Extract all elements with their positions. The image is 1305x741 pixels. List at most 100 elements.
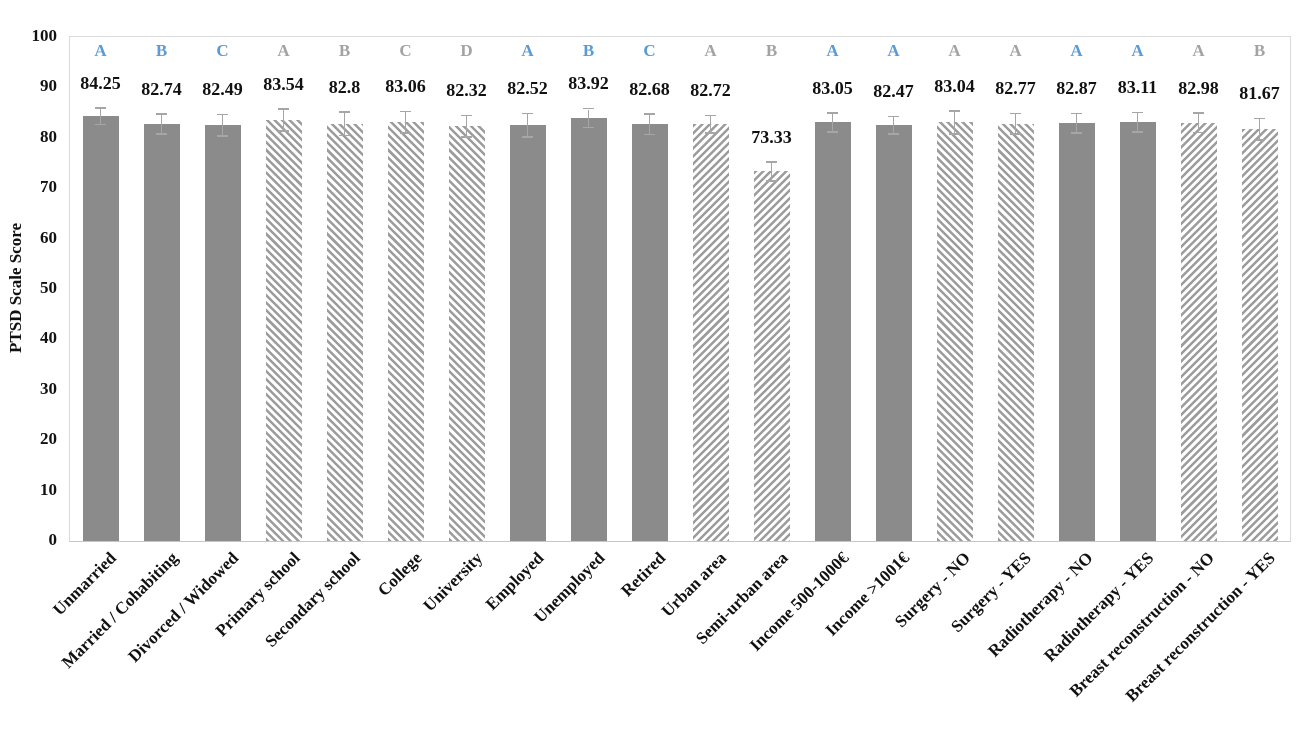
bar — [875, 125, 912, 541]
x-category-label: Retired — [617, 548, 670, 601]
error-bar-cap-bottom — [95, 123, 106, 126]
error-bar-cap-top — [522, 112, 533, 115]
significance-letter: A — [1192, 41, 1205, 60]
error-bar-stem — [1136, 113, 1139, 132]
error-bar-stem — [1075, 114, 1078, 133]
error-bar-cap-bottom — [522, 136, 533, 138]
value-label: 82.68 — [629, 78, 670, 99]
error-bar-stem — [404, 112, 407, 133]
y-tick-label: 50 — [40, 278, 57, 297]
error-bar-cap-bottom — [1071, 132, 1082, 134]
error-bar-cap-bottom — [156, 133, 167, 135]
bar — [692, 124, 729, 541]
significance-letter: B — [155, 41, 168, 60]
error-bar-stem — [831, 113, 834, 131]
y-tick-label: 70 — [40, 177, 57, 197]
error-bar-cap-top — [1193, 112, 1204, 114]
error-bar-cap-bottom — [1010, 133, 1021, 135]
error-bar-stem — [1197, 113, 1200, 132]
x-category-label: Divorced / Widowed — [124, 548, 243, 666]
bar — [1241, 129, 1278, 541]
error-bar-stem — [709, 116, 712, 133]
y-tick-label: 80 — [40, 126, 57, 146]
y-tick-label: 10 — [40, 479, 57, 499]
error-bar-stem — [770, 162, 773, 180]
error-bar-cap-bottom — [339, 134, 350, 137]
y-tick-label: 40 — [40, 328, 57, 348]
x-category-label: Married / Cohabiting — [57, 548, 182, 672]
error-bar-stem — [587, 109, 590, 127]
error-bar-cap-top — [339, 111, 350, 113]
error-bar-cap-bottom — [827, 131, 838, 133]
error-bar-stem — [160, 114, 163, 134]
significance-letter: A — [1131, 41, 1144, 60]
error-bar-stem — [648, 114, 651, 134]
error-bar-cap-bottom — [888, 133, 899, 135]
value-label: 83.04 — [934, 75, 975, 96]
error-bar-cap-top — [705, 114, 716, 117]
error-bar-stem — [465, 116, 468, 137]
x-category-label: University — [419, 548, 487, 616]
error-bar-cap-bottom — [461, 136, 472, 138]
bar — [387, 122, 424, 541]
value-label: 83.92 — [568, 73, 609, 94]
value-label: 83.05 — [812, 77, 853, 98]
value-label: 82.98 — [1178, 77, 1219, 98]
error-bar-cap-top — [949, 110, 960, 112]
bar — [265, 119, 302, 541]
error-bar-stem — [892, 117, 895, 134]
y-tick-label: 0 — [48, 530, 58, 549]
significance-letter: A — [277, 41, 290, 60]
error-bar-cap-top — [400, 110, 411, 113]
value-label: 82.8 — [328, 76, 361, 97]
value-label: 82.87 — [1056, 78, 1097, 99]
bar — [1119, 122, 1156, 541]
y-tick-label: 60 — [40, 227, 57, 247]
error-bar-cap-bottom — [217, 135, 228, 137]
error-bar-stem — [221, 115, 224, 136]
error-bar-stem — [1014, 114, 1017, 134]
error-bar-cap-top — [1010, 112, 1021, 115]
significance-letter: B — [582, 41, 595, 60]
bar — [143, 124, 180, 541]
y-tick-label: 30 — [40, 378, 57, 398]
error-bar-stem — [1258, 119, 1261, 140]
significance-letter: A — [1070, 41, 1083, 60]
value-label: 81.67 — [1239, 83, 1280, 104]
significance-letter: A — [704, 41, 717, 60]
bar — [753, 171, 790, 541]
bar — [1180, 122, 1217, 541]
x-category-label: Radiotherapy - YES — [1040, 548, 1158, 666]
y-tick-label: 90 — [40, 76, 57, 96]
bar — [631, 124, 668, 541]
value-label: 84.25 — [80, 72, 121, 93]
error-bar-cap-top — [766, 161, 777, 163]
value-label: 73.33 — [751, 126, 792, 147]
error-bar-cap-bottom — [278, 130, 289, 132]
significance-letter: A — [826, 41, 839, 60]
error-bar-cap-bottom — [400, 132, 411, 134]
x-category-label: Radiotherapy - NO — [983, 548, 1097, 661]
error-bar-stem — [526, 114, 529, 137]
error-bar-cap-top — [583, 107, 594, 110]
error-bar-stem — [953, 111, 956, 134]
bar — [814, 122, 851, 541]
significance-letter: A — [948, 41, 961, 60]
error-bar-stem — [99, 108, 102, 124]
error-bar-cap-bottom — [1193, 131, 1204, 134]
error-bar-cap-bottom — [1254, 139, 1265, 141]
bar — [936, 122, 973, 541]
error-bar-cap-bottom — [766, 180, 777, 182]
error-bar-stem — [343, 112, 346, 135]
value-label: 82.72 — [690, 80, 731, 101]
error-bar-cap-bottom — [1132, 131, 1143, 133]
significance-letter: D — [460, 41, 473, 60]
significance-letter: B — [338, 41, 351, 60]
significance-letter: A — [521, 41, 534, 60]
bar — [509, 125, 546, 541]
y-tick-label: 100 — [31, 26, 58, 45]
value-label: 82.77 — [995, 78, 1036, 99]
error-bar-cap-top — [644, 113, 655, 115]
value-label: 83.11 — [1117, 77, 1158, 98]
error-bar-cap-top — [217, 113, 228, 116]
